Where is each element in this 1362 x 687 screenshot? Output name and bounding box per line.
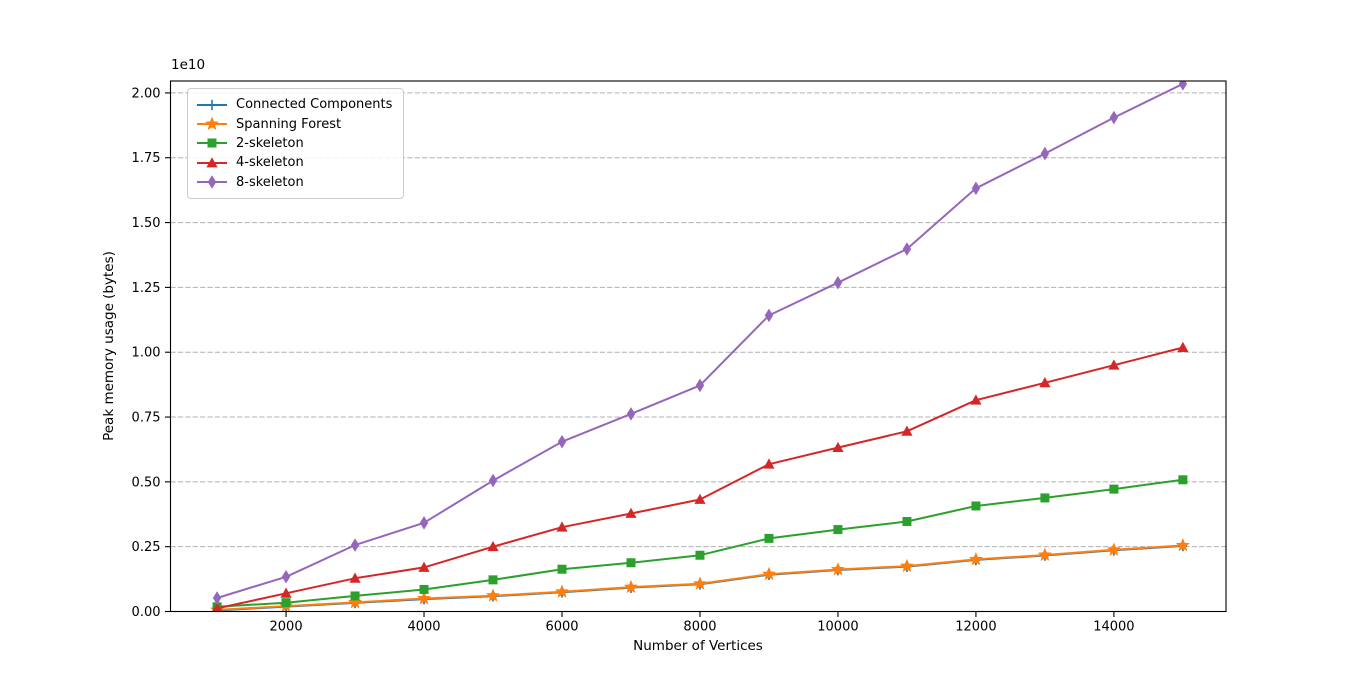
x-tick-label: 14000 (1093, 619, 1134, 634)
x-tick-label: 4000 (407, 619, 440, 634)
legend-line-sample (197, 138, 227, 148)
legend-label: 4-skeleton (236, 155, 304, 171)
legend-item-connected-components: Connected Components (196, 95, 392, 114)
series-8-skeleton (212, 81, 1188, 605)
y-tick-label: 2.00 (132, 86, 161, 101)
series-4-skeleton (212, 341, 1189, 612)
y-tick-label: 0.25 (132, 540, 161, 555)
x-tick-label: 8000 (683, 619, 716, 634)
x-axis-ticks: 2000 4000 6000 8000 10000 12000 14000 (270, 611, 1135, 634)
legend-line-sample (197, 175, 227, 190)
legend-line-sample (197, 116, 227, 130)
x-tick-label: 2000 (270, 619, 303, 634)
y-axis-label: Peak memory usage (bytes) (101, 251, 117, 441)
x-tick-label: 12000 (955, 619, 996, 634)
series-spanning-forest (210, 538, 1190, 612)
legend-item-spanning-forest: Spanning Forest (196, 114, 392, 133)
legend-item-2-skeleton: 2-skeleton (196, 134, 392, 153)
x-tick-label: 6000 (545, 619, 578, 634)
series-group (210, 81, 1190, 612)
y-tick-label: 1.25 (132, 281, 161, 296)
y-tick-label: 1.00 (132, 346, 161, 361)
y-tick-label: 0.75 (132, 411, 161, 426)
y-tick-label: 1.50 (132, 216, 161, 231)
y-axis-offset-label: 1e10 (171, 57, 206, 73)
legend: Connected Components Spanning Forest 2-ske… (187, 88, 405, 199)
legend-line-sample (197, 99, 227, 110)
plot-border (169, 80, 1227, 613)
y-tick-label: 0.00 (132, 605, 161, 620)
y-axis-ticks: 0.00 0.25 0.50 0.75 1.00 1.25 1.50 1.75 2.00 (132, 86, 171, 620)
y-tick-label: 1.75 (132, 151, 161, 166)
legend-item-8-skeleton: 8-skeleton (196, 173, 392, 192)
x-axis-label: Number of Vertices (633, 638, 763, 654)
legend-label: Connected Components (236, 97, 393, 113)
x-tick-label: 10000 (817, 619, 858, 634)
y-tick-label: 0.50 (132, 475, 161, 490)
legend-line-sample (197, 157, 227, 168)
legend-label: 2-skeleton (236, 135, 304, 151)
legend-label: 8-skeleton (236, 174, 304, 190)
legend-label: Spanning Forest (236, 116, 342, 132)
legend-item-4-skeleton: 4-skeleton (196, 153, 392, 172)
